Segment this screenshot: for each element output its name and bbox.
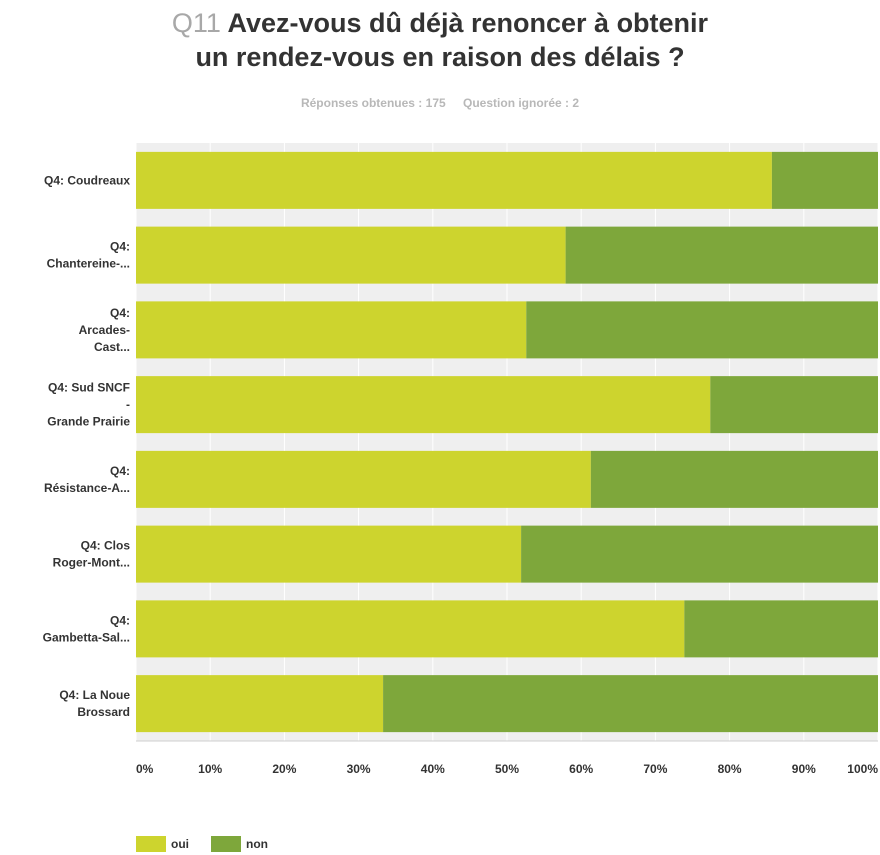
category-label: Résistance-A... <box>44 481 130 495</box>
category-label: Grande Prairie <box>47 415 130 429</box>
bar-oui-5 <box>136 526 521 583</box>
bar-non-7 <box>383 675 878 732</box>
x-tick-label: 60% <box>569 762 593 776</box>
category-label: Q4: <box>110 240 130 254</box>
bar-oui-1 <box>136 227 566 284</box>
x-tick-label: 90% <box>792 762 816 776</box>
category-label: Q4: Coudreaux <box>44 173 130 187</box>
x-tick-label: 40% <box>421 762 445 776</box>
bar-non-4 <box>591 451 878 508</box>
bar-oui-4 <box>136 451 591 508</box>
category-label: Gambetta-Sal... <box>43 630 130 644</box>
bar-oui-0 <box>136 152 772 209</box>
bar-non-2 <box>526 301 878 358</box>
x-tick-label: 10% <box>198 762 222 776</box>
category-label: Q4: Sud SNCF <box>48 381 130 395</box>
legend-swatch-oui <box>136 836 166 852</box>
x-tick-label: 50% <box>495 762 519 776</box>
legend-item-oui: oui <box>136 836 189 852</box>
legend-item-non: non <box>211 836 268 852</box>
category-label: Q4: <box>110 613 130 627</box>
category-label: Cast... <box>94 340 130 354</box>
legend-swatch-non <box>211 836 241 852</box>
category-label: Q4: <box>110 464 130 478</box>
x-tick-label: 30% <box>347 762 371 776</box>
x-tick-label: 100% <box>847 762 878 776</box>
category-label: Q4: Clos <box>81 539 131 553</box>
category-label: Chantereine-... <box>47 257 130 271</box>
category-label: Q4: <box>110 306 130 320</box>
bar-non-3 <box>710 376 878 433</box>
bar-oui-6 <box>136 600 684 657</box>
bar-oui-7 <box>136 675 383 732</box>
category-label: - <box>126 398 130 412</box>
legend-label-non: non <box>246 837 268 851</box>
legend-label-oui: oui <box>171 837 189 851</box>
bar-non-5 <box>521 526 878 583</box>
bar-oui-2 <box>136 301 526 358</box>
x-tick-label: 80% <box>718 762 742 776</box>
category-label: Brossard <box>77 705 130 719</box>
x-tick-label: 20% <box>272 762 296 776</box>
x-tick-label: 70% <box>643 762 667 776</box>
category-label: Q4: La Noue <box>59 688 130 702</box>
bar-non-6 <box>684 600 878 657</box>
legend: oui non <box>136 836 268 852</box>
category-label: Arcades- <box>79 323 130 337</box>
bar-oui-3 <box>136 376 710 433</box>
bar-non-1 <box>566 227 878 284</box>
category-label: Roger-Mont... <box>53 556 130 570</box>
x-tick-label: 0% <box>136 762 154 776</box>
bar-non-0 <box>772 152 878 209</box>
